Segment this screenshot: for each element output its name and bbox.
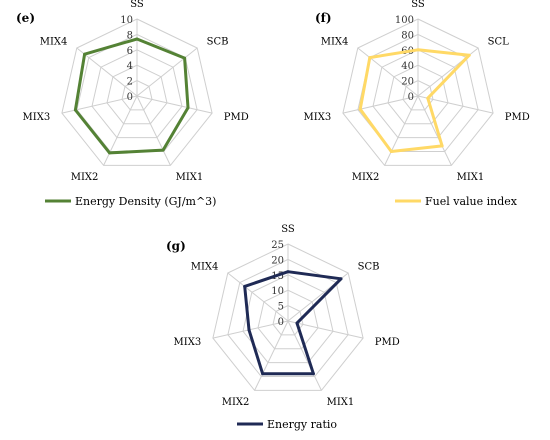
data-point-ss bbox=[286, 270, 290, 274]
grid-ring bbox=[121, 80, 153, 111]
panel-tag: (f) bbox=[315, 11, 332, 25]
panel-tag: (e) bbox=[16, 11, 35, 25]
tick-label: 0 bbox=[127, 92, 133, 103]
grid-spoke bbox=[357, 47, 419, 97]
grid-spoke bbox=[136, 47, 198, 97]
data-point-mix3 bbox=[73, 108, 77, 112]
axis-label-scb: SCB bbox=[358, 262, 380, 273]
axis-label-mix4: MIX4 bbox=[321, 37, 349, 48]
axis-label-pmd: PMD bbox=[224, 112, 249, 123]
grid-ring bbox=[227, 258, 349, 377]
grid-ring bbox=[272, 305, 304, 336]
data-point-mix3 bbox=[358, 107, 362, 111]
data-point-pmd bbox=[426, 96, 430, 100]
data-point-mix1 bbox=[440, 144, 444, 148]
tick-label: 6 bbox=[127, 46, 133, 57]
radar-chart-e: 0 2 4 6 8 10 SS SCB PMD MIX1 MIX2 MIX3 MIX4 Energy De… bbox=[16, 0, 249, 208]
axis-label-ss: SS bbox=[411, 0, 425, 10]
data-point-mix4 bbox=[368, 56, 372, 60]
data-point-scb bbox=[183, 56, 187, 60]
legend-label: Energy Density (GJ/m^3) bbox=[75, 195, 216, 208]
axis-label-scl: SCL bbox=[488, 37, 510, 48]
grid-spoke bbox=[417, 95, 452, 166]
radar-chart-f: 020406080100SSSCLPMDMIX1MIX2MIX3MIX4Fuel… bbox=[304, 0, 530, 208]
series-line-energy-ratio bbox=[243, 270, 343, 376]
axis-label-ss: SS bbox=[281, 224, 295, 235]
data-point-pmd bbox=[295, 321, 299, 325]
tick-label: 0 bbox=[278, 317, 284, 328]
data-point-scb bbox=[339, 277, 343, 281]
grid-ring bbox=[242, 274, 334, 364]
legend-label: Fuel value index bbox=[425, 195, 518, 208]
tick-label: 100 bbox=[395, 15, 414, 26]
axis-label-mix2: MIX2 bbox=[352, 172, 380, 183]
data-point-ss bbox=[416, 48, 420, 52]
data-point-ss bbox=[135, 37, 139, 41]
grid-spoke bbox=[103, 95, 138, 166]
grid-spoke bbox=[287, 320, 364, 339]
data-point-mix2 bbox=[261, 372, 265, 376]
series-line-energy-density-gj-m-3 bbox=[73, 37, 190, 155]
axis-label-mix3: MIX3 bbox=[174, 337, 202, 348]
tick-label: 25 bbox=[271, 240, 284, 251]
axis-label-pmd: PMD bbox=[505, 112, 530, 123]
tick-label: 20 bbox=[271, 255, 284, 266]
tick-label: 8 bbox=[127, 30, 133, 41]
axis-label-ss: SS bbox=[130, 0, 144, 10]
panel-tag: (g) bbox=[166, 239, 186, 253]
axis-label-scb: SCB bbox=[207, 37, 229, 48]
data-point-mix4 bbox=[243, 284, 247, 288]
grid-spoke bbox=[417, 95, 494, 114]
grid-ring bbox=[212, 243, 364, 391]
axis-label-mix4: MIX4 bbox=[191, 262, 219, 273]
grid-ring bbox=[402, 80, 434, 111]
grid-ring bbox=[61, 18, 213, 166]
grid-spoke bbox=[342, 95, 419, 114]
axis-label-mix1: MIX1 bbox=[327, 397, 355, 408]
tick-label: 5 bbox=[278, 302, 284, 313]
tick-label: 20 bbox=[401, 77, 414, 88]
tick-label: 4 bbox=[127, 61, 133, 72]
grid-ring bbox=[372, 49, 464, 139]
grid-spoke bbox=[76, 47, 138, 97]
grid-ring bbox=[106, 64, 168, 125]
grid-spoke bbox=[287, 320, 322, 391]
grid-ring bbox=[91, 49, 183, 139]
data-point-mix2 bbox=[108, 151, 112, 155]
data-point-mix3 bbox=[247, 328, 251, 332]
tick-label: 80 bbox=[401, 30, 414, 41]
data-point-mix2 bbox=[389, 150, 393, 153]
axis-label-mix3: MIX3 bbox=[23, 112, 51, 123]
grid-spoke bbox=[254, 320, 289, 391]
tick-label: 10 bbox=[271, 286, 284, 297]
tick-label: 10 bbox=[120, 15, 133, 26]
axis-label-mix1: MIX1 bbox=[457, 172, 485, 183]
data-point-mix1 bbox=[161, 148, 165, 152]
tick-label: 2 bbox=[127, 77, 133, 88]
axis-label-mix3: MIX3 bbox=[304, 112, 332, 123]
series-line-fuel-value-index bbox=[358, 48, 471, 153]
grid-spoke bbox=[136, 95, 171, 166]
data-point-pmd bbox=[186, 106, 190, 110]
axis-label-pmd: PMD bbox=[375, 337, 400, 348]
axis-label-mix1: MIX1 bbox=[176, 172, 204, 183]
grid-spoke bbox=[384, 95, 419, 166]
data-point-mix1 bbox=[311, 372, 315, 376]
radar-chart-g: 0510152025SSSCBPMDMIX1MIX2MIX3MIX4Energy… bbox=[166, 224, 400, 431]
axis-label-mix2: MIX2 bbox=[71, 172, 99, 183]
grid-spoke bbox=[136, 95, 213, 114]
grid-spoke bbox=[227, 272, 289, 322]
tick-label: 0 bbox=[408, 92, 414, 103]
data-point-mix4 bbox=[83, 52, 87, 56]
tick-label: 40 bbox=[401, 61, 414, 72]
legend-label: Energy ratio bbox=[267, 418, 337, 431]
axis-label-mix4: MIX4 bbox=[40, 37, 68, 48]
grid-ring bbox=[342, 18, 494, 166]
axis-label-mix2: MIX2 bbox=[222, 397, 250, 408]
data-point-scl bbox=[467, 53, 471, 57]
